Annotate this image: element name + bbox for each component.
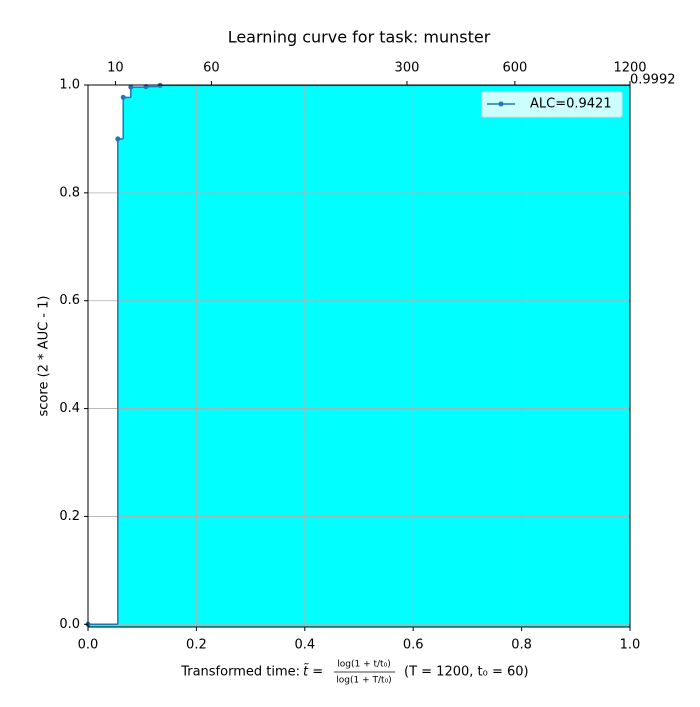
top-x-tick-label: 60: [203, 61, 220, 76]
x-axis-label-lhs: t̃ =: [303, 664, 323, 679]
y-axis-label: score (2 * AUC - 1): [37, 296, 52, 417]
point: [115, 136, 121, 142]
x-tick-label: 0.6: [403, 638, 424, 653]
x-tick-label: 0.2: [186, 638, 207, 653]
legend-marker: [498, 101, 504, 107]
top-x-tick-label: 600: [502, 61, 527, 76]
legend-box: [481, 91, 623, 118]
x-tick-label: 1.0: [620, 638, 641, 653]
x-axis-label-suffix: (T = 1200, t₀ = 60): [404, 665, 529, 680]
x-axis-label-denominator: log(1 + T/t₀): [336, 676, 391, 686]
y-tick-label: 0.4: [59, 401, 80, 416]
annotation: 0.9992: [630, 73, 676, 88]
legend-label: ALC=0.9421: [530, 97, 612, 112]
y-tick-label: 0.2: [59, 509, 80, 524]
y-tick-label: 0.8: [59, 185, 80, 200]
point: [128, 84, 134, 90]
top-x-tick-label: 1200: [613, 61, 646, 76]
x-tick-label: 0.0: [78, 638, 99, 653]
x-axis-label: Transformed time:: [180, 665, 300, 680]
x-tick-label: 0.4: [294, 638, 315, 653]
y-tick-label: 0.0: [59, 617, 80, 632]
y-tick-label: 1.0: [59, 78, 80, 93]
y-tick-label: 0.6: [59, 293, 80, 308]
plot-frame: [87, 84, 631, 628]
x-axis-label-numerator: log(1 + t/t₀): [337, 660, 390, 670]
top-x-tick-label: 300: [395, 61, 420, 76]
point: [120, 94, 126, 100]
chart-title: Learning curve for task: munster: [228, 28, 491, 47]
x-tick-label: 0.8: [511, 638, 532, 653]
top-x-tick-label: 10: [107, 61, 124, 76]
area-fill: [88, 85, 630, 627]
